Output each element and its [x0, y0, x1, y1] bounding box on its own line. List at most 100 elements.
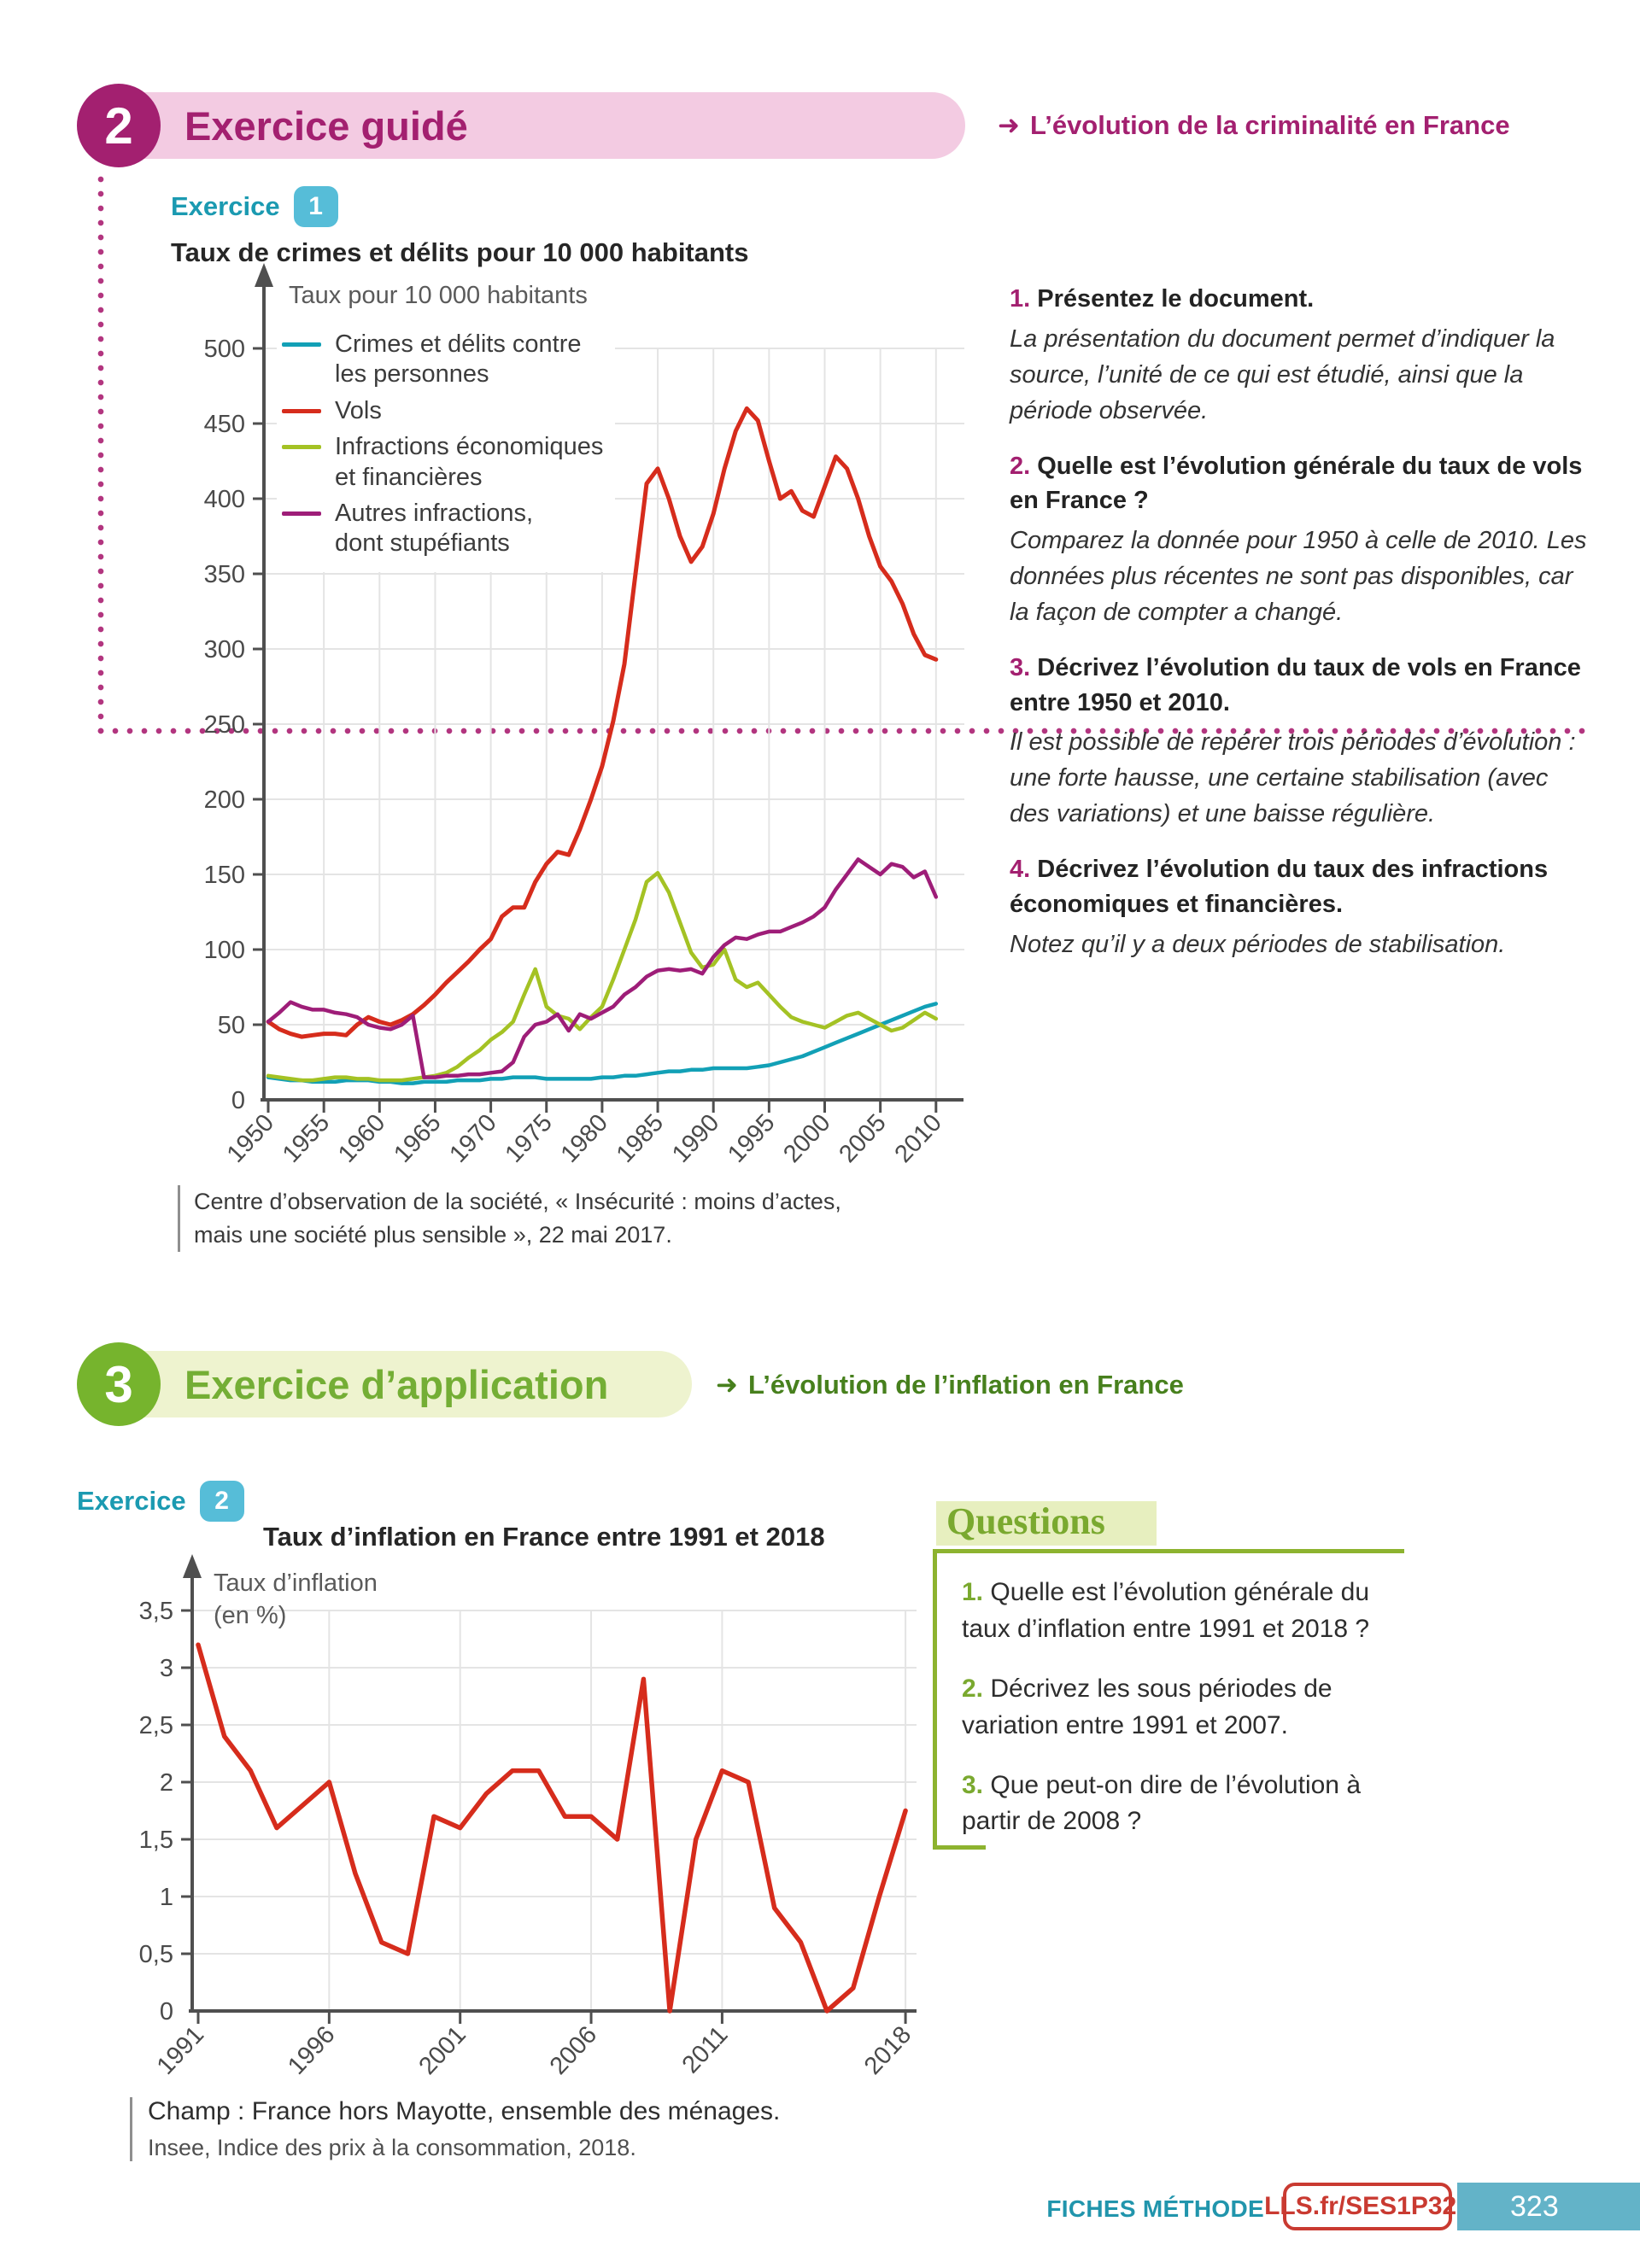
series-autres-infractions- — [266, 857, 939, 1079]
dotted-border-vertical — [97, 176, 104, 733]
svg-text:3: 3 — [160, 1655, 173, 1682]
chart2-y-axis-label: Taux d’inflation (en %) — [214, 1569, 378, 1629]
svg-text:3,5: 3,5 — [139, 1598, 173, 1625]
svg-text:1991: 1991 — [152, 2021, 209, 2080]
svg-text:50: 50 — [218, 1012, 245, 1039]
svg-text:2001: 2001 — [413, 2021, 471, 2080]
svg-text:2000: 2000 — [778, 1109, 835, 1168]
chart1-source: Centre d’observation de la société, « In… — [178, 1185, 841, 1253]
question-1: 1. Quelle est l’évolution générale du ta… — [962, 1578, 1370, 1643]
legend-label: Vols — [335, 396, 382, 424]
svg-text:1960: 1960 — [333, 1109, 390, 1168]
svg-text:2011: 2011 — [677, 2021, 734, 2078]
question-number: 1. — [962, 1578, 984, 1606]
svg-text:1985: 1985 — [612, 1109, 669, 1168]
exercise1-label: Exercice — [171, 191, 280, 221]
series-vols — [266, 406, 939, 1039]
question-number: 2. — [1010, 452, 1031, 480]
inflation-chart: 0 0,5 1 1,5 2 2,5 3 3,5 1991 1996 2001 2006 2011 2018… — [120, 1546, 940, 2101]
questions-rule — [933, 1549, 1404, 1553]
chart2-source: Insee, Indice des prix à la consommation… — [148, 2135, 636, 2160]
questions-bottom-border — [933, 1845, 986, 1850]
question-4-hint: Notez qu’il y a deux périodes de stabili… — [1010, 930, 1506, 958]
svg-text:300: 300 — [204, 636, 245, 663]
arrow-icon: ➜ — [716, 1370, 738, 1400]
question-number: 2. — [962, 1674, 984, 1703]
svg-text:1996: 1996 — [283, 2021, 340, 2080]
section2-pill: Exercice guidé — [96, 92, 965, 159]
svg-text:1: 1 — [160, 1884, 173, 1911]
svg-text:2018: 2018 — [859, 2021, 917, 2080]
svg-text:1975: 1975 — [500, 1109, 557, 1168]
svg-text:1995: 1995 — [723, 1109, 780, 1168]
svg-text:2010: 2010 — [890, 1109, 947, 1168]
legend-label: Crimes et délits contre les personnes — [335, 330, 582, 389]
svg-text:0,5: 0,5 — [139, 1941, 173, 1968]
dotted-border-horizontal — [97, 728, 1585, 734]
svg-text:200: 200 — [204, 786, 245, 814]
svg-text:2006: 2006 — [545, 2021, 602, 2080]
chart2-axes — [189, 1571, 917, 2013]
chart1-title: Taux de crimes et délits pour 10 000 hab… — [171, 237, 749, 267]
exercise2-label-row: Exercice 2 — [77, 1481, 244, 1522]
chart2-title: Taux d’inflation en France entre 1991 et… — [263, 1522, 825, 1552]
page-number: 323 — [1457, 2183, 1640, 2230]
svg-text:1955: 1955 — [278, 1109, 335, 1168]
chart2-scope-and-source: Champ : France hors Mayotte, ensemble de… — [130, 2097, 780, 2161]
section3-number: 3 — [104, 1355, 133, 1413]
question-number: 1. — [1010, 285, 1031, 313]
legend-swatch-personnes — [282, 342, 321, 347]
section3-pill: Exercice d’application — [92, 1351, 692, 1418]
svg-text:2: 2 — [160, 1769, 173, 1797]
y-axis-arrow — [183, 1554, 202, 1578]
question-4: 4. Décrivez l’évolution du taux des infr… — [1010, 856, 1549, 918]
chart1-y-axis-label: Taux pour 10 000 habitants — [289, 282, 588, 309]
section2-number: 2 — [104, 96, 133, 155]
chart1-legend: Crimes et délits contre les personnes Vo… — [277, 326, 616, 572]
svg-text:1980: 1980 — [556, 1109, 613, 1168]
question-2: 2. Quelle est l’évolution générale du ta… — [1010, 452, 1583, 515]
footer-link-badge: LLS.fr/SES1P323 — [1264, 2183, 1471, 2230]
legend-item: Autres infractions, dont stupéfiants — [282, 499, 603, 559]
legend-item: Infractions économiques et financières — [282, 432, 603, 493]
question-3-hint: Il est possible de repérer trois période… — [1010, 728, 1576, 828]
svg-text:0: 0 — [160, 1998, 173, 2025]
svg-text:400: 400 — [204, 486, 245, 513]
section2-subtitle: ➜ L’évolution de la criminalité en France — [998, 110, 1510, 140]
section3-number-badge: 3 — [77, 1342, 161, 1426]
y-axis-arrow — [255, 263, 273, 287]
crime-rates-chart: 0 50 100 150 200 250 300 350 400 450 500 1950 1955 19… — [167, 254, 987, 1194]
chart1-axes — [261, 280, 964, 1102]
exercise1-questions: 1. Présentez le document. La présentatio… — [1010, 282, 1589, 983]
section3-subtitle: ➜ L’évolution de l’inflation en France — [716, 1370, 1184, 1400]
exercise1-label-row: Exercice 1 — [171, 186, 338, 227]
chart2-scope: Champ : France hors Mayotte, ensemble de… — [148, 2097, 781, 2125]
questions-title-highlight — [936, 1501, 1157, 1546]
chart2-svg: 0 0,5 1 1,5 2 2,5 3 3,5 1991 1996 2001 2006 2011 2018 — [139, 1554, 917, 2080]
question-number: 4. — [1010, 856, 1031, 884]
questions-left-border — [933, 1549, 937, 1850]
section3-title: Exercice d’application — [184, 1361, 609, 1407]
legend-item: Vols — [282, 396, 603, 426]
legend-swatch-infractions-eco — [282, 445, 321, 450]
question-1-hint: La présentation du document permet d’ind… — [1010, 324, 1555, 424]
svg-text:350: 350 — [204, 561, 245, 588]
series-taux-d-inflation — [196, 1642, 908, 2014]
legend-label: Autres infractions, dont stupéfiants — [335, 499, 534, 558]
svg-text:150: 150 — [204, 862, 245, 889]
question-3: 3. Que peut-on dire de l’évolution à par… — [962, 1770, 1361, 1836]
question-1: 1. Présentez le document. — [1010, 285, 1315, 313]
svg-text:2,5: 2,5 — [139, 1712, 173, 1739]
legend-label: Infractions économiques et financières — [335, 433, 604, 491]
question-2: 2. Décrivez les sous périodes de variati… — [962, 1674, 1332, 1739]
svg-text:100: 100 — [204, 937, 245, 964]
exercise2-questions: 1. Quelle est l’évolution générale du ta… — [962, 1575, 1391, 1863]
legend-swatch-autres — [282, 511, 321, 516]
svg-text:1970: 1970 — [444, 1109, 501, 1168]
exercise2-label: Exercice — [77, 1486, 186, 1516]
question-number: 3. — [1010, 654, 1031, 682]
svg-text:1965: 1965 — [389, 1109, 446, 1168]
svg-text:1,5: 1,5 — [139, 1827, 173, 1854]
svg-text:500: 500 — [204, 336, 245, 363]
